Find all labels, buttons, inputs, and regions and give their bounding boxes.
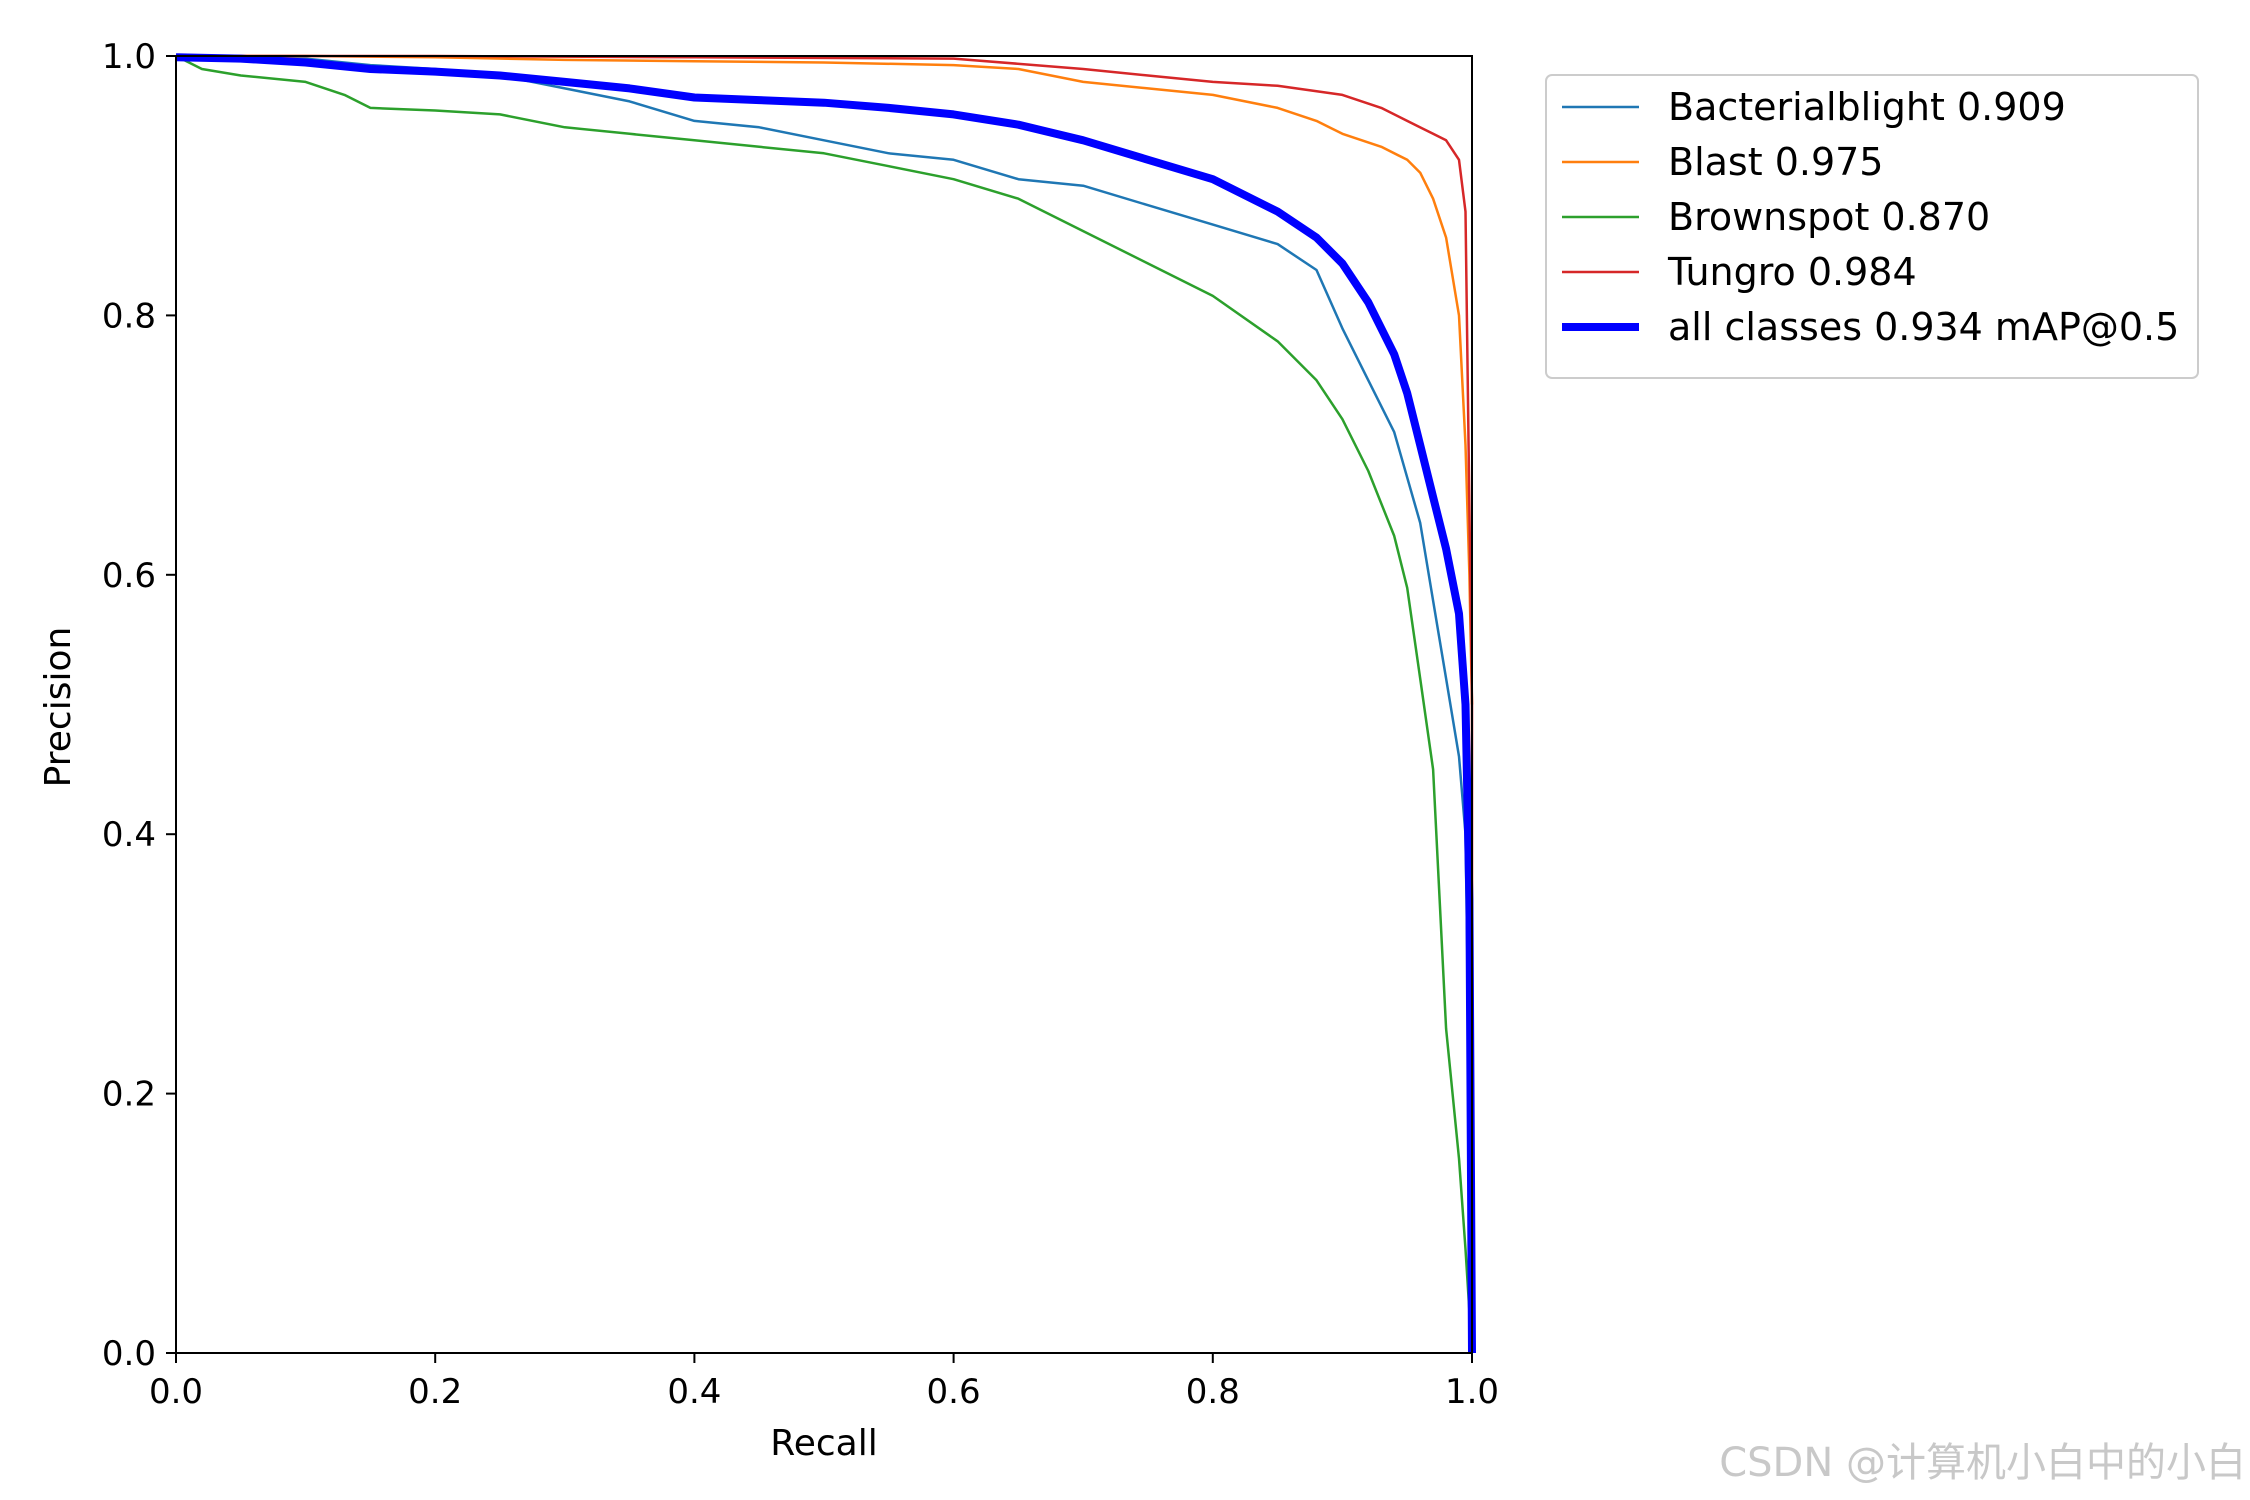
legend-label-1: Blast 0.975 xyxy=(1668,140,1883,184)
series-layer xyxy=(175,53,1476,1354)
x-tick-label-2: 0.4 xyxy=(667,1372,721,1412)
x-axis-label: Recall xyxy=(770,1423,877,1464)
y-axis-label: Precision xyxy=(38,627,79,788)
series-line-3 xyxy=(176,54,1474,1353)
legend-label-4: all classes 0.934 mAP@0.5 xyxy=(1668,305,2179,349)
y-tick-label-3: 0.6 xyxy=(102,556,156,596)
legend-label-0: Bacterialblight 0.909 xyxy=(1668,85,2066,129)
y-tick-label-2: 0.4 xyxy=(102,815,156,855)
x-tick-label-1: 0.2 xyxy=(408,1372,462,1412)
series-line-2 xyxy=(175,54,1474,1354)
x-tick-label-0: 0.0 xyxy=(149,1372,203,1412)
legend-label-2: Brownspot 0.870 xyxy=(1668,195,1990,239)
x-tick-label-4: 0.8 xyxy=(1186,1372,1240,1412)
watermark-text: CSDN @计算机小白中的小白 xyxy=(1719,1440,2246,1486)
legend-label-3: Tungro 0.984 xyxy=(1667,250,1917,294)
y-tick-label-1: 0.2 xyxy=(102,1075,156,1115)
axes-layer: 0.0 0.2 0.4 0.6 0.8 1.0 0.0 0.2 0.4 0.6 0.8 1.0 xyxy=(102,37,1499,1412)
series-line-1 xyxy=(176,54,1474,705)
y-tick-label-5: 1.0 xyxy=(102,37,156,77)
x-tick-label-5: 1.0 xyxy=(1445,1372,1499,1412)
y-tick-label-0: 0.0 xyxy=(102,1334,156,1374)
x-tick-label-3: 0.6 xyxy=(927,1372,981,1412)
legend-frame xyxy=(1545,74,2199,379)
y-tick-label-4: 0.8 xyxy=(102,296,156,336)
legend: Bacterialblight 0.909 Blast 0.975 Brownspo… xyxy=(1545,74,2199,379)
series-line-4 xyxy=(175,53,1476,1354)
axes-frame xyxy=(175,55,1473,1354)
